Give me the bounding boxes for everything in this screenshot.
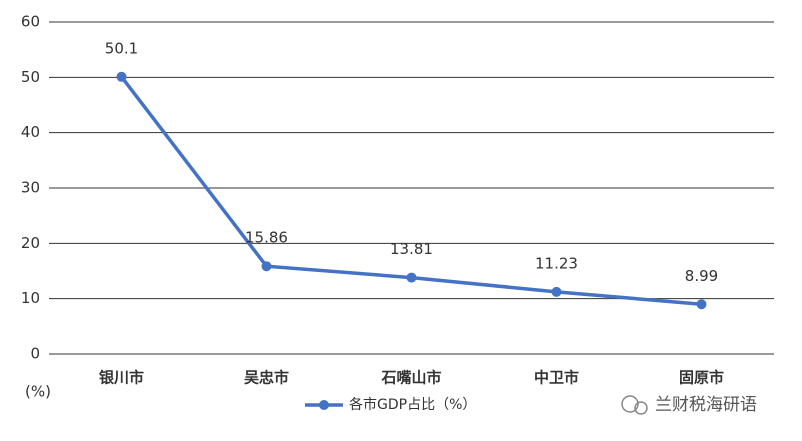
y-axis-label: (%) — [25, 383, 51, 401]
point — [696, 299, 707, 310]
watermark-icon — [621, 395, 639, 413]
legend-swatch — [319, 400, 329, 410]
data-label: 50.1 — [105, 39, 138, 57]
x-tick-label: 吴忠市 — [244, 369, 289, 387]
x-tick-label: 中卫市 — [534, 369, 579, 387]
line — [120, 75, 702, 306]
x-tick-label: 银川市 — [99, 369, 144, 387]
watermark-text: 兰财税海研语 — [655, 395, 757, 415]
x-tick-label: 石嘴山市 — [380, 369, 441, 387]
y-tick-label: 20 — [21, 234, 40, 252]
data-label: 8.99 — [685, 267, 718, 285]
point — [406, 272, 417, 283]
y-tick-label: 60 — [21, 13, 40, 31]
legend-label: 各市GDP占比（%） — [349, 396, 476, 413]
data-label: 11.23 — [535, 254, 578, 272]
y-tick-label: 0 — [30, 345, 40, 363]
point — [551, 286, 562, 297]
point — [261, 261, 272, 272]
y-tick-label: 50 — [21, 68, 40, 86]
data-label: 15.86 — [245, 229, 288, 247]
point — [116, 71, 127, 82]
watermark-icon — [634, 401, 648, 415]
data-label: 13.81 — [390, 240, 433, 258]
y-tick-label: 10 — [21, 289, 40, 307]
x-tick-label: 固原市 — [679, 369, 724, 387]
y-tick-label: 30 — [21, 179, 40, 197]
watermark: 兰财税海研语 — [621, 395, 757, 415]
y-tick-label: 40 — [21, 123, 40, 141]
